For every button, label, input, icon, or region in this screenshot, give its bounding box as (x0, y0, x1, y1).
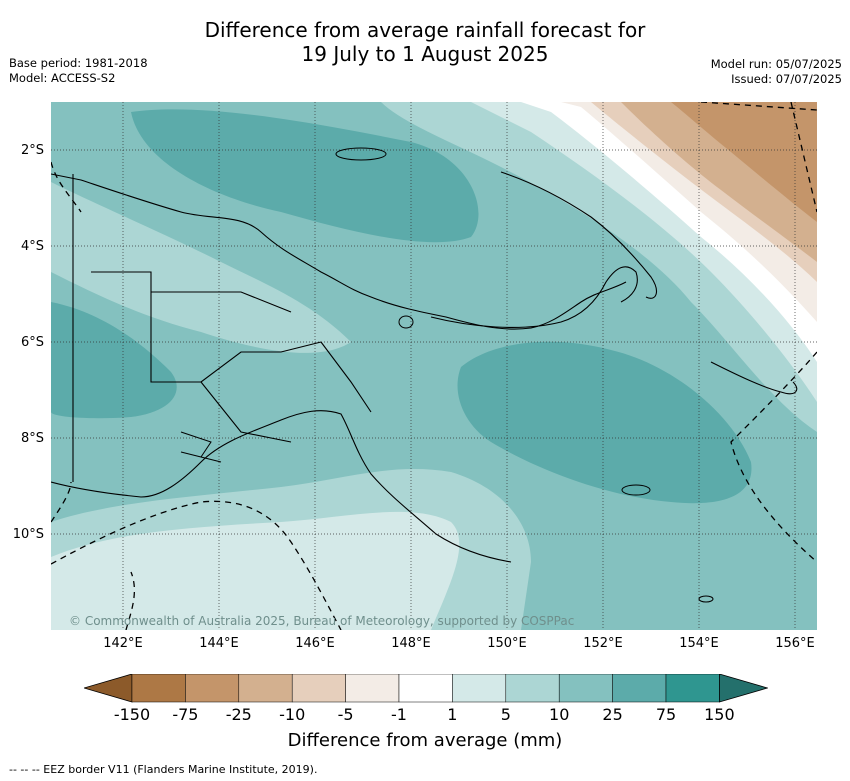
zone-1-5-southwest (51, 511, 460, 630)
colorbar-segment (665, 673, 720, 703)
colorbar-tick-label: -1 (391, 705, 407, 724)
lon-label: 146°E (295, 636, 335, 651)
lon-label: 150°E (487, 636, 527, 651)
issued-date: Issued: 07/07/2025 (731, 72, 842, 86)
colorbar-segment (398, 673, 453, 703)
colorbar-segment (131, 673, 186, 703)
colorbar-segment (558, 673, 613, 703)
manus-island (335, 147, 387, 161)
colorbar-tick-label: -75 (172, 705, 199, 724)
colorbar-segment (291, 673, 346, 703)
lat-label: 10°S (12, 527, 44, 542)
colorbar-tick-label: 5 (500, 705, 511, 724)
torres-strait-islands (180, 431, 222, 463)
base-period: Base period: 1981-2018 (9, 56, 148, 70)
eez-border-south (51, 481, 72, 523)
eez-border-west-top (51, 161, 82, 213)
zone-25-75-east (457, 341, 752, 504)
zone-25-75-north (131, 109, 479, 243)
rainfall-map (51, 102, 817, 630)
model-run: Model run: 05/07/2025 (710, 57, 842, 71)
copyright-notice: © Commonwealth of Australia 2025, Bureau… (69, 614, 575, 628)
colorbar-extend-high (719, 673, 769, 703)
trobriand-island (398, 315, 414, 329)
colorbar-tick-label: -150 (113, 705, 151, 724)
colorbar-label: Difference from average (mm) (287, 730, 563, 751)
new-ireland-coast (500, 171, 657, 299)
island-small-east (698, 595, 714, 603)
colorbar-tick-label: 25 (602, 705, 623, 724)
province-borders (91, 271, 372, 443)
colorbar-segment (185, 673, 240, 703)
bougainville-coast (710, 361, 798, 395)
meta-right: Model run: 05/07/2025 Issued: 07/07/2025 (711, 57, 842, 87)
lon-label: 144°E (199, 636, 239, 651)
milne-bay-islands (621, 484, 651, 496)
eez-border-southwest (51, 500, 342, 630)
new-guinea-south-coast (51, 410, 512, 563)
colorbar-extend-low (82, 673, 133, 703)
colorbar-tick-label: -25 (225, 705, 252, 724)
title-line-1: Difference from average rainfall forecas… (204, 18, 646, 42)
eez-border-southwest-2 (125, 571, 135, 630)
meta-left: Base period: 1981-2018 Model: ACCESS-S2 (9, 56, 148, 86)
new-britain-coast (430, 266, 638, 328)
eez-border-north (700, 102, 817, 111)
colorbar-segment (505, 673, 560, 703)
eez-border-east (730, 351, 817, 563)
lat-label: 2°S (20, 143, 44, 158)
colorbar-segment (238, 673, 293, 703)
eez-legend: -- -- -- EEZ border V11 (Flanders Marine… (9, 763, 318, 776)
model-name: Model: ACCESS-S2 (9, 71, 116, 85)
lat-label: 6°S (20, 335, 44, 350)
lon-label: 154°E (679, 636, 719, 651)
colorbar-segment (612, 673, 667, 703)
lon-label: 142°E (103, 636, 143, 651)
colorbar-tick-label: 1 (447, 705, 458, 724)
colorbar-segment (452, 673, 507, 703)
zone-neg25-neg75 (671, 102, 817, 222)
colorbar-segment (345, 673, 400, 703)
colorbar (82, 673, 769, 708)
lon-label: 152°E (583, 636, 623, 651)
lat-label: 4°S (20, 239, 44, 254)
lon-label: 156°E (775, 636, 815, 651)
colorbar-tick-label: 10 (549, 705, 570, 724)
eez-border-north-east (790, 102, 817, 213)
zone-5-10-west (51, 182, 351, 353)
new-guinea-north-coast (51, 173, 627, 330)
colorbar-tick-label: -10 (279, 705, 306, 724)
chart-title: Difference from average rainfall forecas… (0, 18, 850, 66)
lon-label: 148°E (391, 636, 431, 651)
lat-label: 8°S (20, 431, 44, 446)
colorbar-tick-label: 75 (655, 705, 677, 724)
title-line-2: 19 July to 1 August 2025 (301, 42, 549, 66)
colorbar-tick-label: 150 (704, 705, 735, 724)
colorbar-tick-label: -5 (337, 705, 354, 724)
zone-25-75-west (51, 302, 177, 419)
